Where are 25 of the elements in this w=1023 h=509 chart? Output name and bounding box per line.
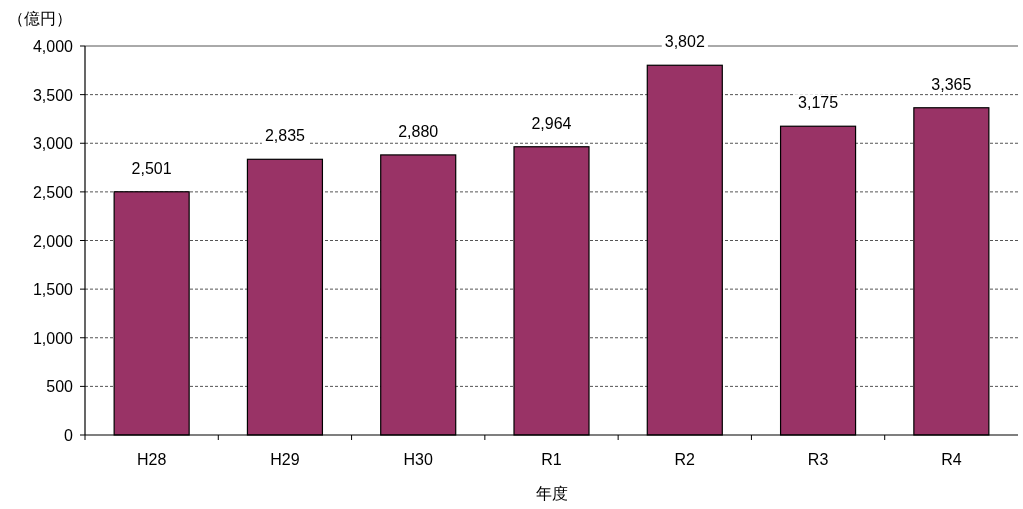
y-axis-title: （億円） (8, 10, 72, 27)
data-label: 3,175 (798, 94, 839, 112)
data-label: 3,365 (931, 75, 972, 93)
y-tick-label: 3,500 (32, 86, 74, 104)
x-tick-label: R1 (541, 451, 562, 468)
x-axis-title: 年度 (535, 485, 568, 502)
x-tick-label: R2 (674, 451, 696, 468)
y-tick-label: 1,000 (32, 329, 74, 347)
data-label: 2,501 (131, 159, 172, 177)
data-label: 3,802 (664, 33, 705, 51)
y-tick-label: 2,500 (32, 183, 74, 201)
x-tick-label: H28 (136, 451, 167, 468)
x-tick-label: R3 (807, 451, 829, 468)
y-tick-label: 1,500 (32, 281, 74, 299)
data-label: 2,964 (531, 114, 572, 132)
data-label: 2,835 (264, 127, 306, 145)
y-tick-label: 3,000 (32, 135, 74, 153)
y-tick-label: 0 (64, 427, 74, 444)
y-tick-label: 2,000 (32, 232, 74, 250)
x-tick-label: H30 (403, 451, 433, 468)
y-tick-label: 500 (46, 378, 74, 396)
x-tick-label: H29 (270, 451, 300, 468)
data-label: 2,880 (398, 122, 439, 140)
x-tick-label: R4 (941, 451, 962, 468)
y-tick-label: 4,000 (32, 38, 74, 55)
